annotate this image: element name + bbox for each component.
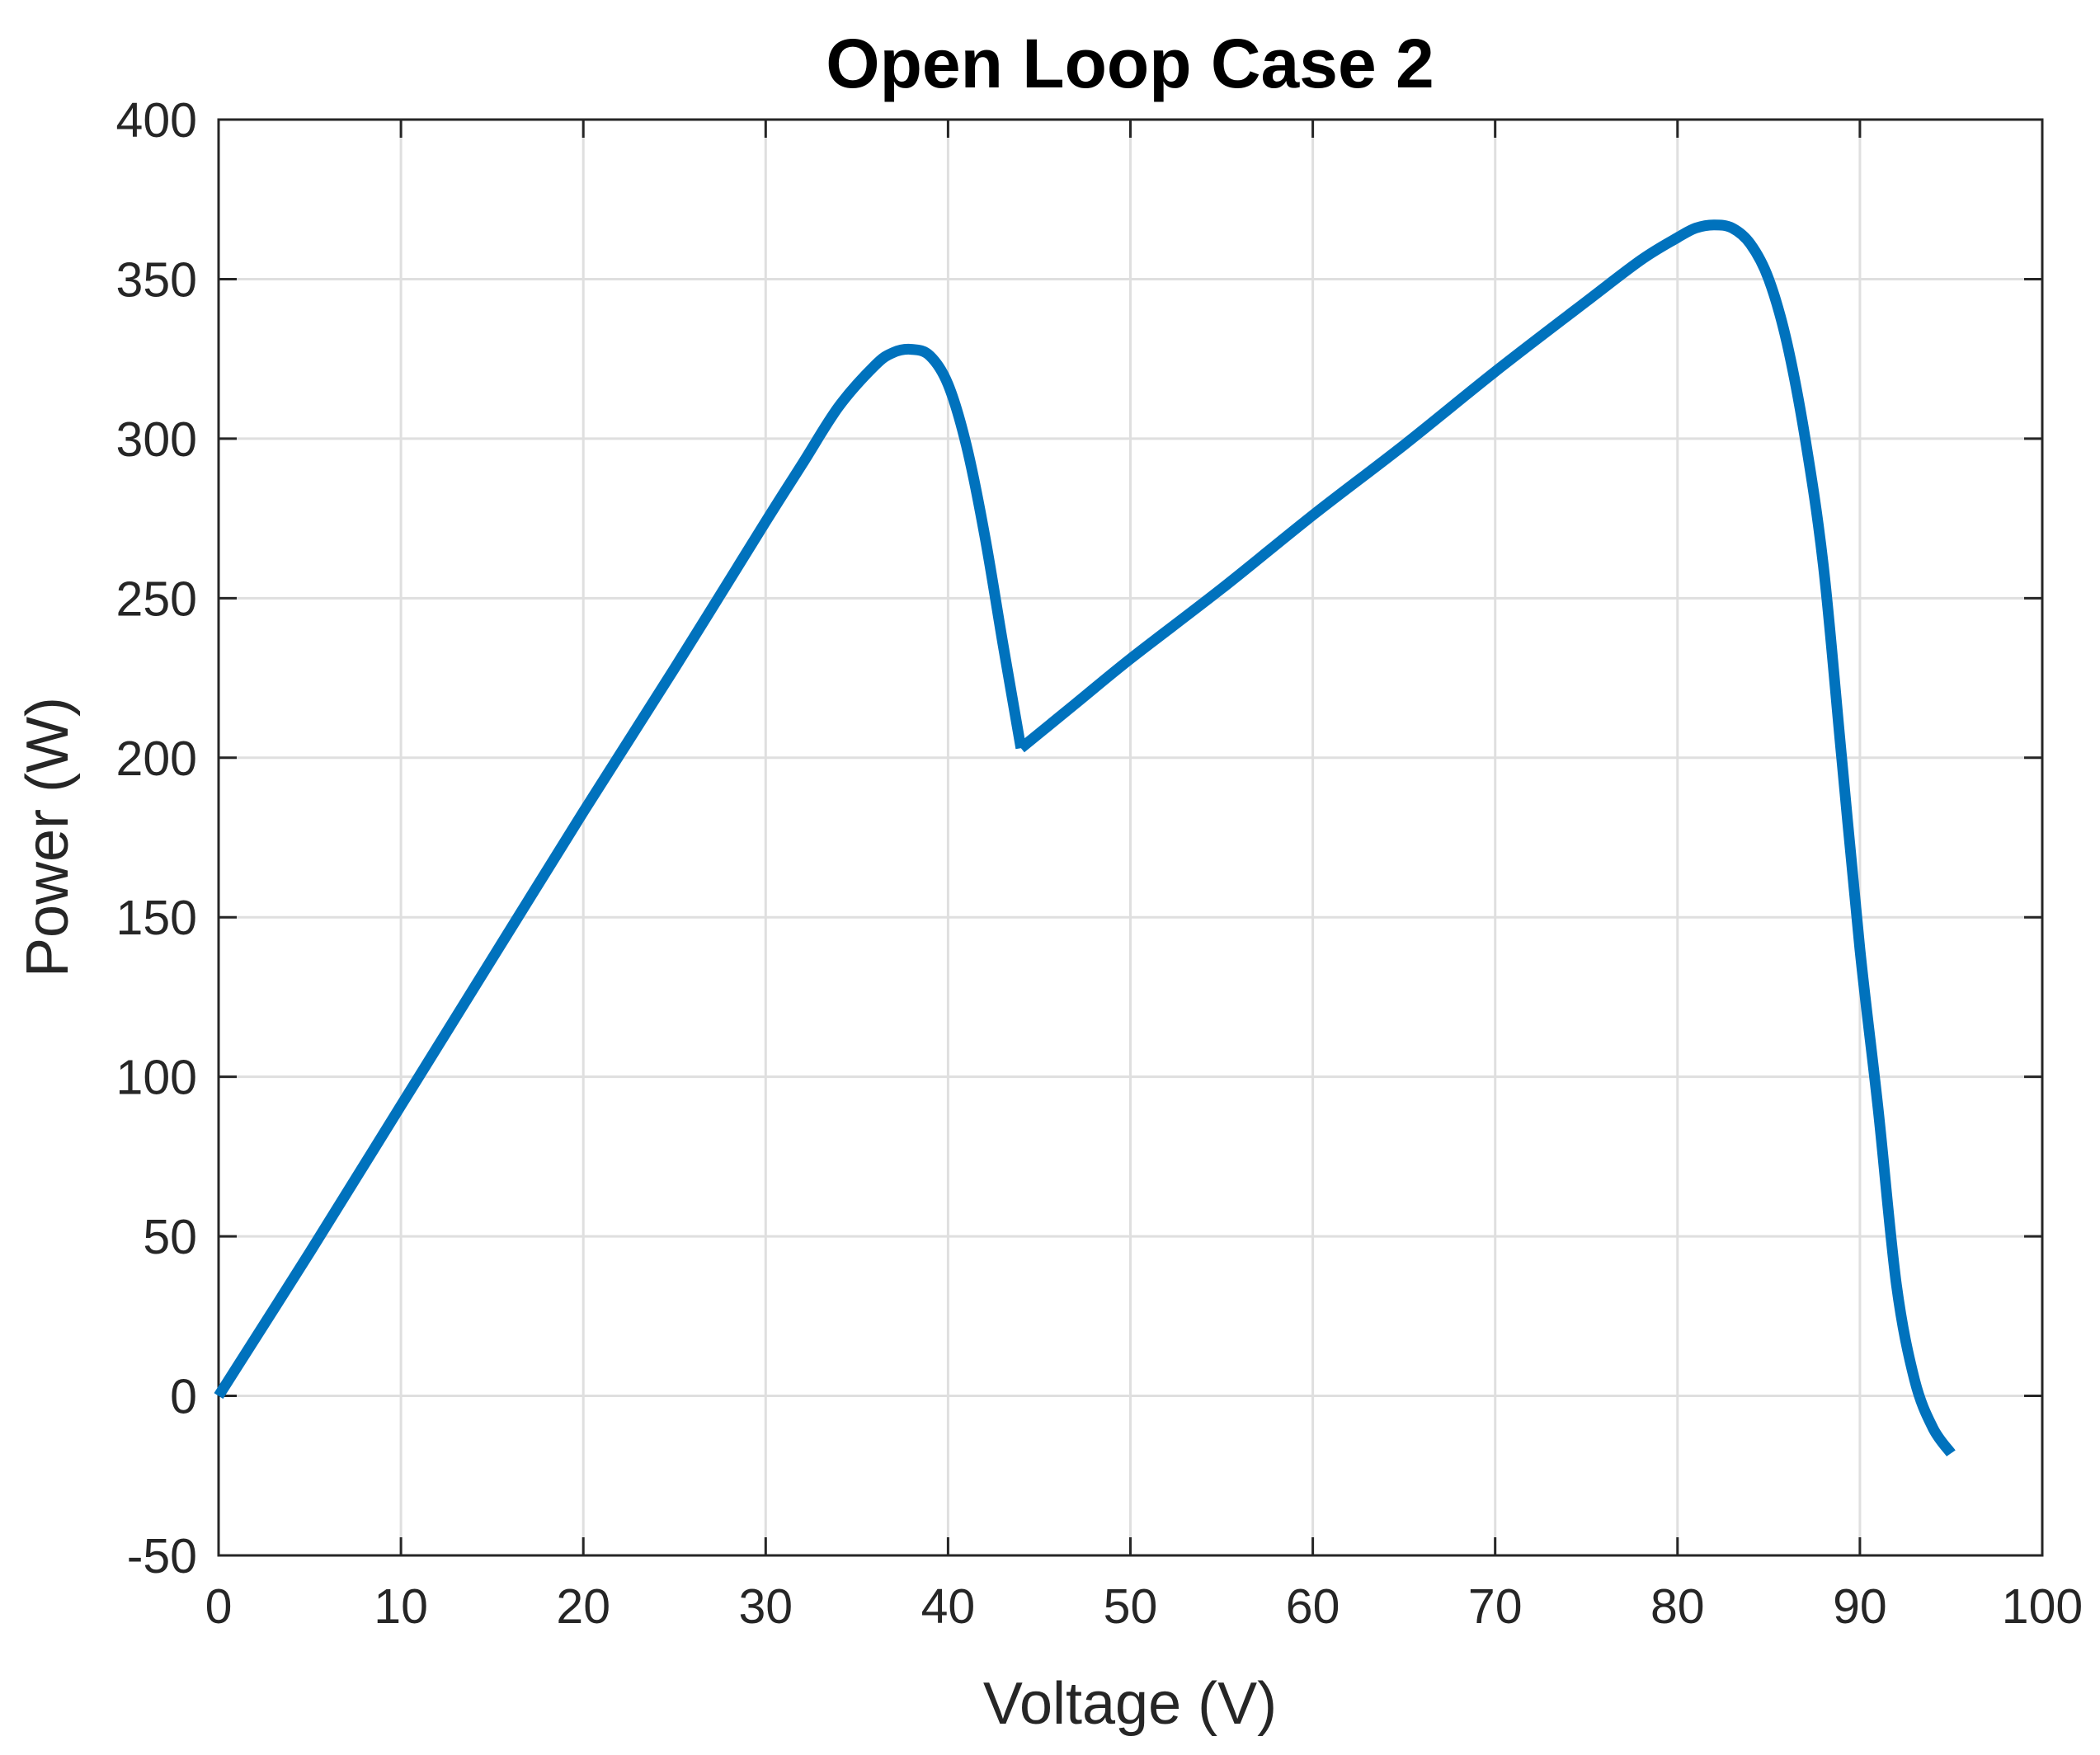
y-tick-label: 400 xyxy=(116,93,197,148)
y-tick-label: 350 xyxy=(116,252,197,307)
y-tick-label: 300 xyxy=(116,412,197,467)
axes-frame xyxy=(217,118,2044,1557)
x-tick-label: 60 xyxy=(1286,1579,1340,1634)
y-tick-label: 0 xyxy=(170,1370,197,1424)
grid-lines xyxy=(219,120,2042,1555)
x-tick-label: 30 xyxy=(738,1579,793,1634)
x-tick-label: 0 xyxy=(205,1579,233,1634)
x-tick-label: 10 xyxy=(374,1579,428,1634)
series-group xyxy=(214,219,1956,1457)
x-axis-label: Voltage (V) xyxy=(983,1671,1277,1737)
x-tick-labels: 0 10 20 30 40 50 60 70 80 90 100 xyxy=(205,1579,2084,1634)
chart-title: Open Loop Case 2 xyxy=(826,25,1434,102)
y-tick-label: 150 xyxy=(116,891,197,945)
x-tick-label: 80 xyxy=(1650,1579,1705,1634)
power-curve-line xyxy=(214,219,1956,1457)
x-tick-label: 20 xyxy=(556,1579,610,1634)
x-tick-label: 50 xyxy=(1104,1579,1158,1634)
x-tick-label: 90 xyxy=(1833,1579,1887,1634)
y-tick-label: 250 xyxy=(116,572,197,626)
y-tick-label: 50 xyxy=(143,1210,197,1264)
y-tick-label: 100 xyxy=(116,1051,197,1105)
x-tick-label: 100 xyxy=(2002,1579,2083,1634)
y-tick-labels: -50 0 50 100 150 200 250 300 350 400 xyxy=(116,93,197,1583)
y-tick-label: 200 xyxy=(116,732,197,786)
x-tick-label: 40 xyxy=(921,1579,976,1634)
x-tick-label: 70 xyxy=(1468,1579,1523,1634)
y-tick-label: -50 xyxy=(127,1529,197,1583)
y-axis-label: Power (W) xyxy=(15,697,81,977)
